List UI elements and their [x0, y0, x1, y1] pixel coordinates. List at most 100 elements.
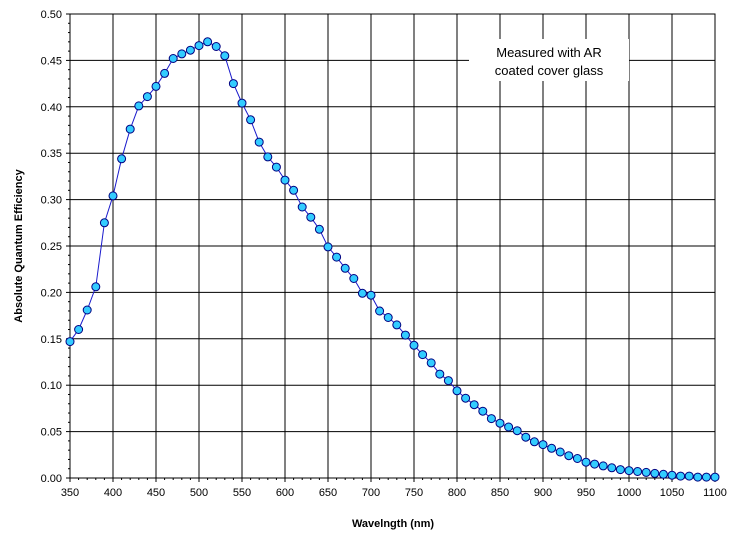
y-tick-label: 0.20 [41, 287, 62, 299]
data-point [504, 422, 514, 432]
data-point [125, 124, 135, 134]
data-point [658, 469, 668, 479]
x-tick-label: 650 [319, 487, 337, 499]
data-point [547, 443, 557, 453]
x-tick-label: 800 [448, 487, 466, 499]
y-tick-label: 0.40 [41, 102, 62, 114]
data-point [667, 470, 677, 480]
data-point [590, 459, 600, 469]
data-point [684, 471, 694, 481]
data-point [615, 465, 625, 475]
data-point [710, 472, 720, 482]
data-point [211, 42, 221, 51]
x-tick-label: 600 [276, 487, 294, 499]
x-tick-label: 700 [362, 487, 380, 499]
data-point [74, 325, 84, 334]
data-point [91, 282, 101, 292]
data-point [598, 461, 608, 471]
x-tick-label: 350 [61, 487, 79, 499]
data-point [151, 81, 161, 91]
x-tick-label: 550 [233, 487, 251, 499]
y-tick-label: 0.45 [41, 55, 62, 67]
data-point [314, 224, 324, 234]
data-point [203, 37, 213, 47]
data-point [383, 313, 393, 322]
y-tick-label: 0.50 [41, 9, 62, 21]
x-tick-label: 850 [491, 487, 509, 499]
ticks [66, 13, 716, 482]
data-point [220, 51, 230, 61]
y-tick-label: 0.10 [41, 380, 62, 392]
data-point [117, 154, 127, 164]
data-point [650, 468, 660, 478]
data-point [409, 340, 419, 350]
annotation-line-1: Measured with AR [496, 45, 602, 60]
y-tick-label: 0.05 [41, 427, 62, 439]
y-tick-label: 0.30 [41, 195, 62, 207]
series-qe [65, 37, 720, 482]
data-point [676, 471, 686, 481]
data-point [160, 68, 170, 78]
data-point [701, 472, 711, 482]
data-point [581, 457, 591, 467]
data-point [306, 212, 316, 222]
data-point [418, 350, 428, 360]
data-point [461, 393, 471, 403]
data-point [237, 98, 247, 108]
data-point [693, 472, 703, 482]
data-point [495, 418, 505, 428]
data-point [512, 426, 522, 436]
x-tick-label: 950 [577, 487, 595, 499]
x-tick-label: 400 [104, 487, 122, 499]
data-point [633, 467, 643, 476]
data-point [65, 337, 75, 347]
x-tick-label: 750 [405, 487, 423, 499]
annotation-box: Measured with AR coated cover glass [469, 39, 629, 81]
data-point [607, 463, 617, 473]
data-point [478, 406, 488, 416]
data-point [194, 41, 204, 51]
data-point [357, 288, 367, 298]
data-point [280, 175, 290, 185]
data-point [134, 101, 144, 111]
grid [70, 14, 715, 478]
x-tick-label: 1000 [617, 487, 641, 499]
data-point [168, 54, 178, 63]
tick-labels: 350 400 450 500 550 600 650 700 750 800 850 900 950 1… [41, 9, 727, 499]
data-point [332, 252, 342, 262]
data-point [400, 330, 410, 340]
data-point [142, 92, 152, 102]
data-point [564, 451, 574, 461]
data-point [529, 437, 539, 447]
data-point [185, 45, 195, 55]
data-point [340, 263, 350, 273]
data-point [392, 320, 402, 330]
data-point [443, 376, 453, 386]
y-tick-label: 0.00 [41, 473, 62, 485]
data-point [108, 191, 118, 201]
data-point [375, 306, 385, 316]
data-point [538, 440, 548, 450]
data-point [366, 290, 376, 300]
x-tick-label: 500 [190, 487, 208, 499]
data-point [469, 400, 479, 410]
data-point [641, 467, 651, 477]
y-tick-label: 0.25 [41, 241, 62, 253]
data-point [572, 454, 582, 463]
x-tick-label: 1100 [703, 487, 727, 499]
data-point [82, 305, 92, 315]
data-point [99, 218, 109, 228]
x-tick-label: 450 [147, 487, 165, 499]
data-point [297, 202, 307, 212]
data-point [486, 414, 496, 424]
data-point [177, 49, 187, 59]
data-point [435, 369, 445, 379]
y-tick-label: 0.15 [41, 334, 62, 346]
data-point [555, 447, 565, 457]
data-point [228, 79, 238, 89]
data-point [323, 242, 333, 252]
data-point [426, 358, 436, 368]
x-tick-label: 900 [534, 487, 552, 499]
data-point [624, 466, 634, 476]
